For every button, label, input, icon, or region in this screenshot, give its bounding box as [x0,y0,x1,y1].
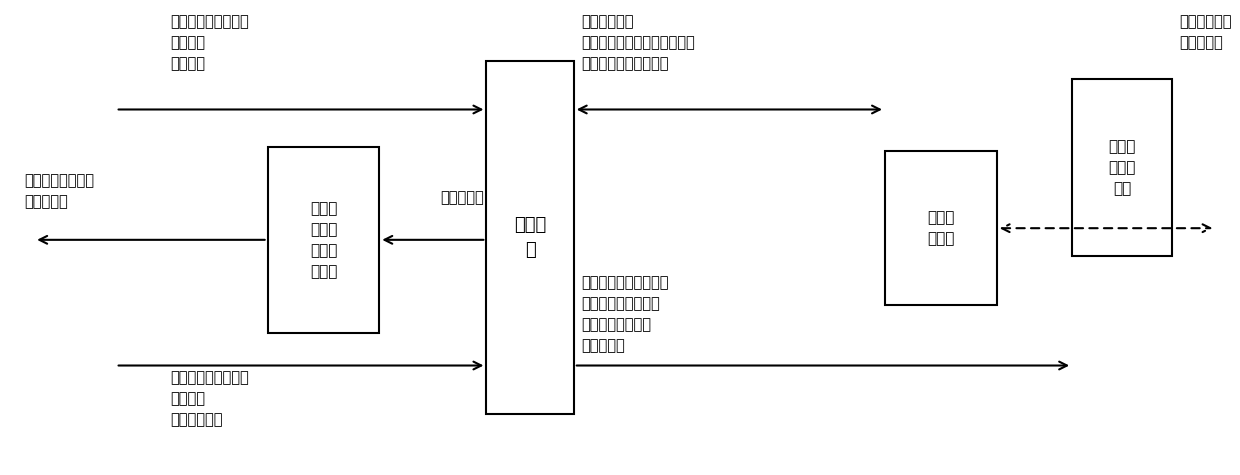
Text: 开关操作回路执行
分合闸命令: 开关操作回路执行 分合闸命令 [25,173,94,209]
Text: 线路状态信号采集：
线路电流
线路电压: 线路状态信号采集： 线路电流 线路电压 [170,14,249,71]
Bar [885,152,997,305]
Bar [486,61,574,414]
Text: 线路开
关接口
单元: 线路开 关接口 单元 [1109,139,1136,196]
Text: 开关本体状态监视：
开关位置
本体关键信号: 开关本体状态监视： 开关位置 本体关键信号 [170,370,249,427]
Text: 可控部分并接开关异常
联动线路开关信号：
闭锁线路开关合闸
跳线路开关: 可控部分并接开关异常 联动线路开关信号： 闭锁线路开关合闸 跳线路开关 [582,275,668,353]
Text: 分合闸命令: 分合闸命令 [440,190,484,205]
Text: 通讯接
口装置: 通讯接 口装置 [928,210,955,246]
Text: 控制装
置: 控制装 置 [513,216,546,259]
Bar [268,147,379,333]
Text: 与对侧控制装
置数据交互: 与对侧控制装 置数据交互 [1179,14,1231,50]
Bar [1073,79,1172,256]
Text: 可控部
分并接
开关接
口单元: 可控部 分并接 开关接 口单元 [310,201,337,279]
Text: 跳线路开关、
可控部分并接开关合闸失败、
可控部分并接开关位置: 跳线路开关、 可控部分并接开关合闸失败、 可控部分并接开关位置 [582,14,694,71]
